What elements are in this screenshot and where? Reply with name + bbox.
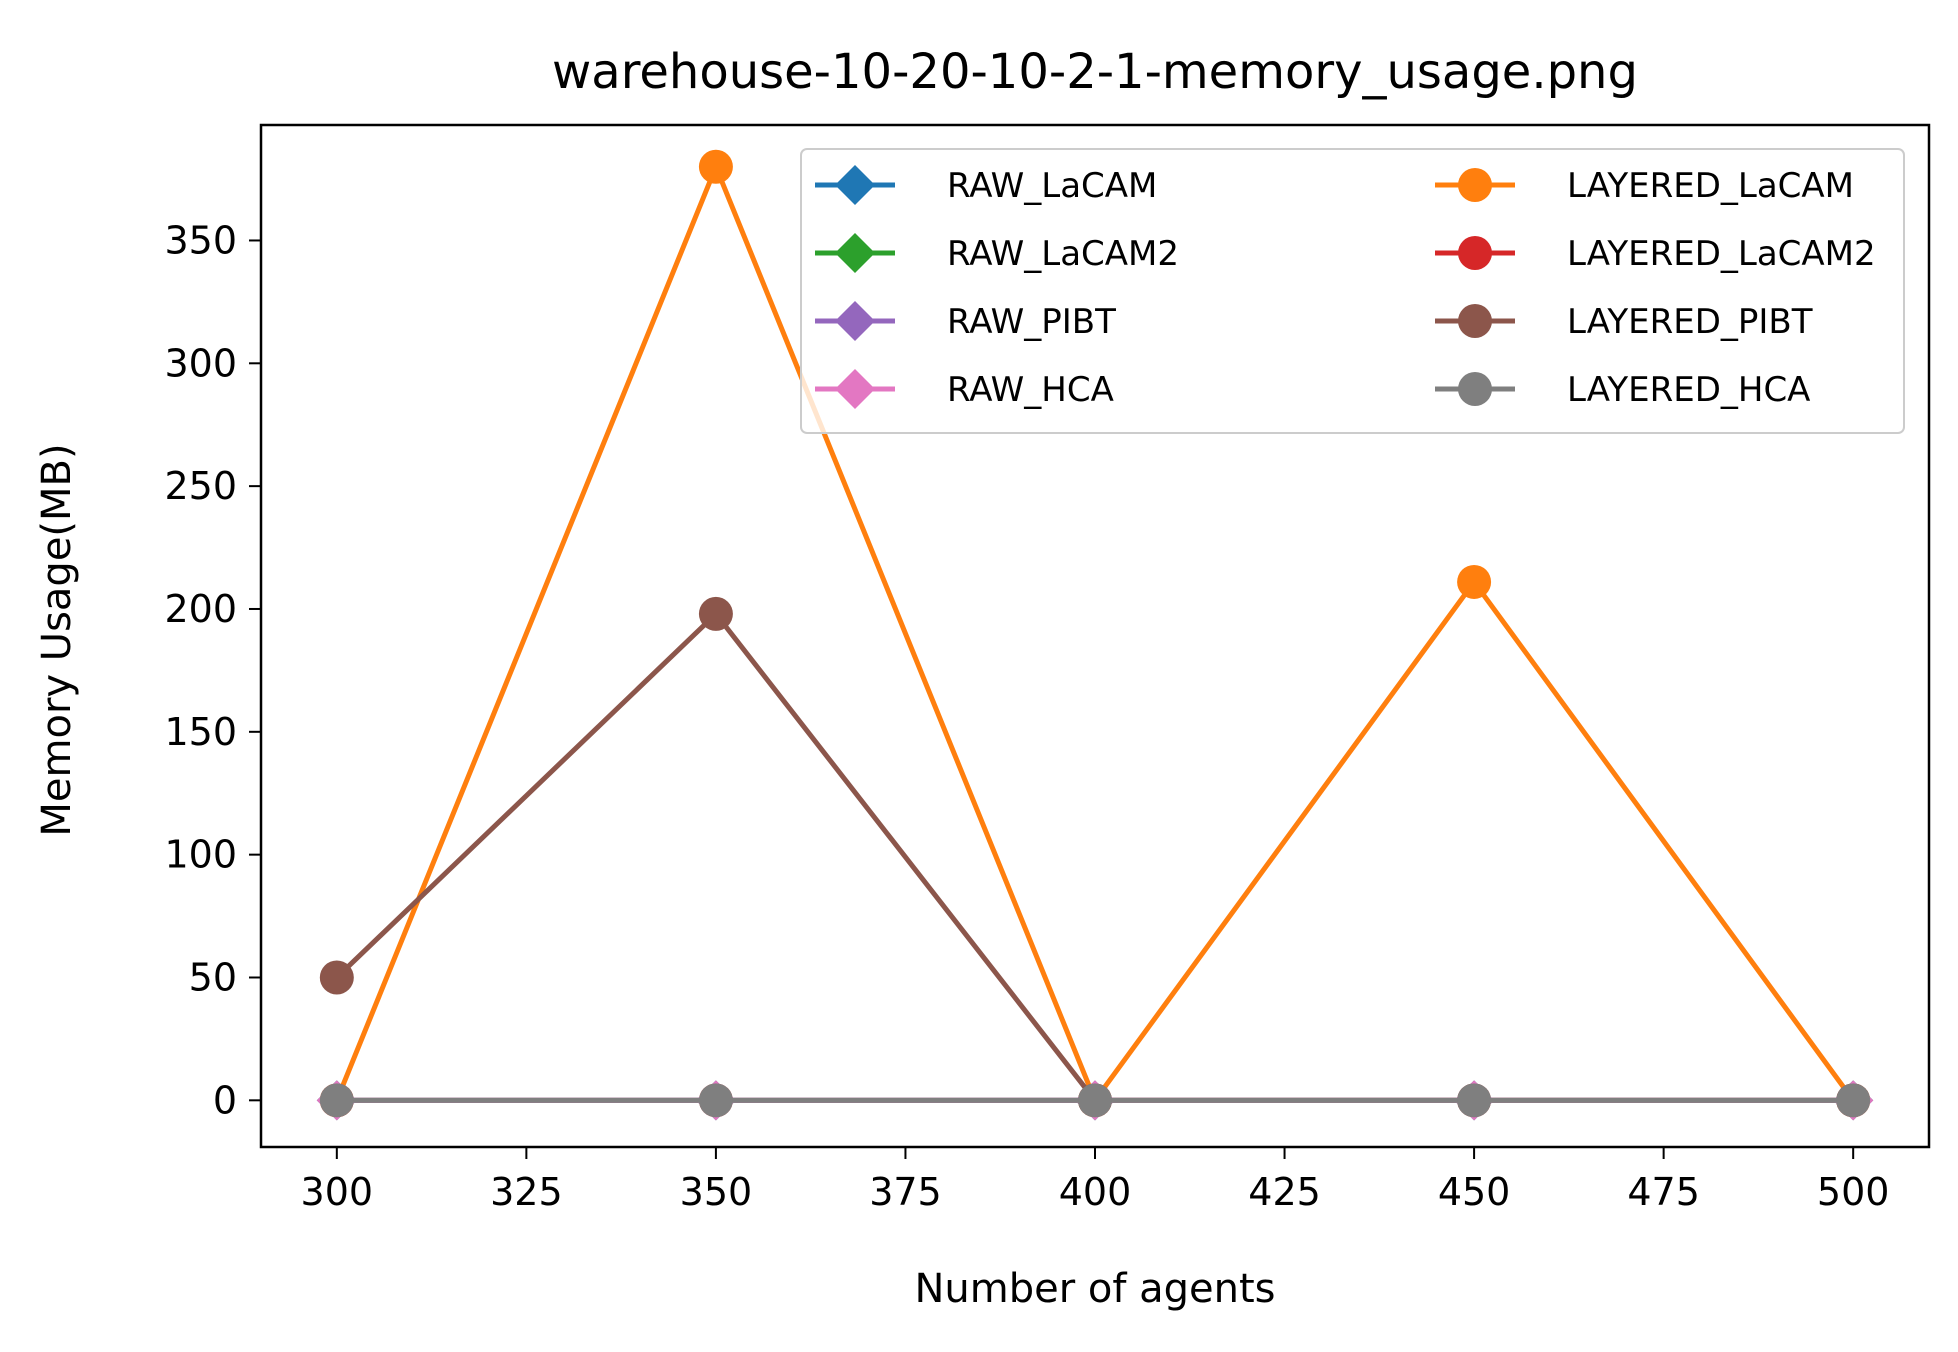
y-tick-label: 150 [164,710,237,754]
legend-label: LAYERED_HCA [1567,370,1810,410]
legend-marker [835,369,875,409]
legend-label: RAW_HCA [947,370,1114,410]
legend-marker [1458,236,1492,270]
legend-label: RAW_LaCAM [947,166,1157,206]
plot-frame [259,123,1931,1149]
data-point [319,960,354,995]
y-tick-label: 350 [164,218,237,262]
x-tick-label: 325 [490,1170,563,1214]
x-tick-label: 400 [1059,1170,1132,1214]
data-point [698,149,733,184]
data-point [1457,1083,1492,1118]
plot-area: 300 325 350 375 400 425 450 475 500 0 50 100 150 200 2… [164,123,1931,1214]
x-tick-label: 300 [301,1170,374,1214]
x-tick-label: 500 [1817,1170,1890,1214]
data-point [1078,1083,1112,1118]
y-tick-label: 100 [164,833,237,877]
data-point [319,1083,354,1118]
y-tick-label: 50 [189,955,237,999]
data-point [1457,564,1492,599]
x-tick-label: 375 [869,1170,942,1214]
x-tick-label: 450 [1438,1170,1511,1214]
legend-label: LAYERED_PIBT [1567,302,1813,342]
chart-title: warehouse-10-20-10-2-1-memory_usage.png [552,44,1638,100]
data-point [698,596,733,631]
x-tick-label: 475 [1627,1170,1700,1214]
legend-label: RAW_LaCAM2 [947,234,1179,274]
data-point [698,1083,733,1118]
legend-label: LAYERED_LaCAM [1567,166,1854,206]
x-axis-label: Number of agents [914,1266,1275,1312]
y-axis-label: Memory Usage(MB) [34,443,80,836]
x-tick-label: 425 [1248,1170,1321,1214]
legend: RAW_LaCAM LAYERED_LaCAM RAW_LaCAM2 LAYERED_… [800,148,1905,434]
legend-box [800,148,1905,434]
legend-marker [1458,372,1492,406]
legend-label: RAW_PIBT [947,302,1116,342]
y-tick-label: 300 [164,341,237,385]
legend-marker [1458,304,1492,338]
y-tick-label: 200 [164,587,237,631]
x-tick-label: 350 [680,1170,753,1214]
legend-marker [835,233,875,273]
data-point [1836,1083,1871,1118]
y-tick-label: 0 [213,1078,237,1122]
legend-marker [835,165,875,205]
legend-label: LAYERED_LaCAM2 [1567,234,1876,274]
y-tick-label: 250 [164,464,237,508]
legend-marker [835,301,875,341]
legend-marker [1458,168,1492,202]
